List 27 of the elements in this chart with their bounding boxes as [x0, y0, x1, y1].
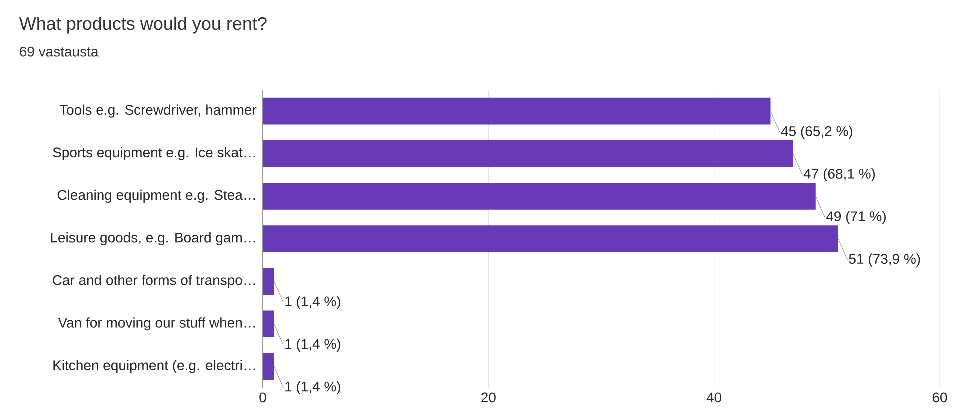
x-tick-label: 40 — [706, 392, 722, 403]
y-tick-label: Cleaning equipment e.g. Stea… — [58, 190, 256, 203]
data-label: 47 (68,1 %) — [804, 168, 876, 182]
y-tick-label: Car and other forms of transpo… — [53, 275, 256, 288]
bar — [263, 183, 816, 210]
y-tick-label: Tools e.g. Screwdriver, hammer — [60, 104, 257, 118]
y-tick-label: Leisure goods, e.g. Board gam… — [51, 232, 255, 246]
bar — [263, 310, 274, 338]
data-label: 1 (1,4 %) — [286, 381, 340, 395]
text: 69 vastausta — [20, 46, 99, 57]
bar — [263, 98, 771, 125]
y-tick-label: Van for moving our stuff when… — [58, 318, 256, 331]
data-label: 51 (73,9 %) — [849, 254, 920, 267]
chart-title: What products would you rent? — [19, 16, 267, 34]
data-label: 49 (71 %) — [826, 211, 886, 224]
x-tick-label: 60 — [932, 392, 948, 403]
bar — [263, 353, 274, 380]
data-label: 45 (65,2 %) — [781, 126, 852, 140]
bar — [263, 140, 794, 168]
data-label: 1 (1,4 %) — [286, 338, 340, 352]
data-label: 1 (1,4 %) — [286, 296, 340, 310]
y-tick-label: Kitchen equipment (e.g. electri… — [54, 360, 256, 374]
x-tick-label: 20 — [482, 392, 496, 403]
bar — [263, 268, 274, 295]
x-tick-label: 0 — [260, 392, 266, 403]
bar — [263, 226, 838, 252]
y-tick-label: Sports equipment e.g. Ice skat… — [53, 147, 256, 160]
